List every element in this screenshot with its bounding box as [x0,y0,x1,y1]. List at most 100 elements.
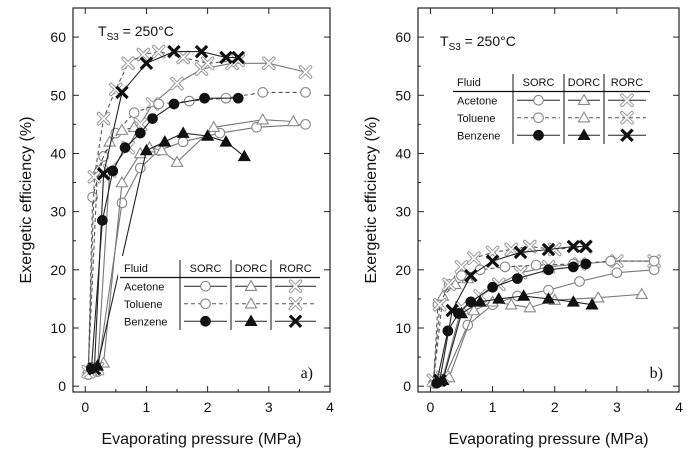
data-point [251,121,262,133]
legend-marker-benzene-sorc [533,129,544,141]
data-point [121,56,135,71]
data-point [566,295,580,307]
data-point [168,98,180,110]
x-marker-filled [620,128,634,143]
x-marker-inner [122,57,134,70]
legend-fluid-toluene: Toluene [457,113,496,125]
series-line [88,123,306,376]
data-point [134,127,146,139]
series-line [87,91,306,375]
data-point [300,119,311,130]
annotation-sub: S3 [449,42,462,53]
data-point [442,277,456,292]
data-point [199,92,210,104]
y-tick-label: 40 [50,145,66,161]
series-group [426,239,661,389]
data-point [517,289,531,301]
data-point [300,87,311,98]
series-line [91,119,294,373]
data-point [298,65,313,79]
data-point [605,255,616,267]
x-marker-inner [621,111,633,124]
y-tick-label: 20 [50,262,66,278]
data-point [153,98,165,110]
data-point [541,242,556,257]
data-point [467,303,481,316]
y-tick-label: 10 [50,320,66,336]
legend-marker-acetone-sorc [200,280,211,292]
x-marker-filled [231,50,245,65]
x-tick-label: 4 [326,399,334,415]
x-marker-inner [621,94,633,107]
data-point [167,44,181,59]
x-marker-inner [289,280,302,293]
legend-marker-acetone-dorc [577,93,591,105]
legend-marker-benzene-rorc [620,128,634,143]
temperature-annotation: TS3 = 250°C [440,33,516,53]
data-point [201,129,215,141]
x-tick-label: 0 [427,399,435,415]
data-point [96,111,111,126]
legend-marker-benzene-rorc [288,314,303,329]
data-point [504,242,519,257]
y-tick-label: 60 [395,29,411,45]
series-line [436,293,642,383]
annotation-sub: S3 [107,32,120,43]
data-point [158,135,172,147]
x-marker-filled [219,50,233,65]
x-marker-filled [464,268,478,283]
y-tick-label: 60 [50,29,66,45]
data-point [473,295,487,307]
x-marker-inner [152,45,165,58]
y-tick-label: 50 [395,87,411,103]
legend-header-fluid: Fluid [124,263,148,275]
x-marker-inner [468,252,480,264]
data-point [454,260,469,274]
x-marker-inner [443,278,455,291]
data-point [176,50,190,65]
legend: Fluid SORC DORC RORC Acetone Toluene Benzene [451,70,652,146]
data-point [513,245,528,260]
legend-background [451,70,652,146]
legend-fluid-benzene: Benzene [124,316,167,328]
series-toluene-rorc [81,44,246,379]
data-point [585,298,599,310]
series-benzene-dorc [436,289,599,386]
data-point [87,191,98,203]
data-point [115,123,129,135]
annotation-main: T [98,23,107,39]
x-marker-inner [201,57,214,70]
legend-header-sorc: SORC [190,263,222,275]
series-acetone-sorc [428,264,660,389]
x-tick-label: 0 [81,399,89,415]
data-point [219,50,233,65]
plot-frame [417,7,680,393]
data-point [286,114,300,127]
data-point [139,143,153,156]
x-tick-label: 1 [489,399,497,415]
legend-marker-benzene-dorc [244,314,258,327]
data-point [591,291,605,303]
data-point [568,261,579,273]
legend-marker-toluene-sorc [200,298,211,310]
data-point [107,165,119,177]
annotation-rest: = 250°C [119,23,174,39]
x-axis: 0 1 2 3 4 [81,8,334,415]
data-point [499,261,511,273]
x-marker-inner [177,51,189,64]
data-point [462,319,474,331]
data-point [231,50,245,65]
series-line [442,295,593,381]
y-axis-label: Exergetic efficiency (%) [363,117,380,284]
data-point [566,239,581,254]
x-marker-inner [137,48,150,61]
legend-marker-toluene-dorc [244,297,258,309]
x-marker-filled [541,242,556,257]
series-acetone-sorc [82,119,311,380]
x-marker-inner [455,261,468,273]
legend-fluid-acetone: Acetone [457,95,497,107]
panel-label: a) [301,365,313,382]
x-marker-inner [263,57,275,70]
data-point [530,259,542,271]
